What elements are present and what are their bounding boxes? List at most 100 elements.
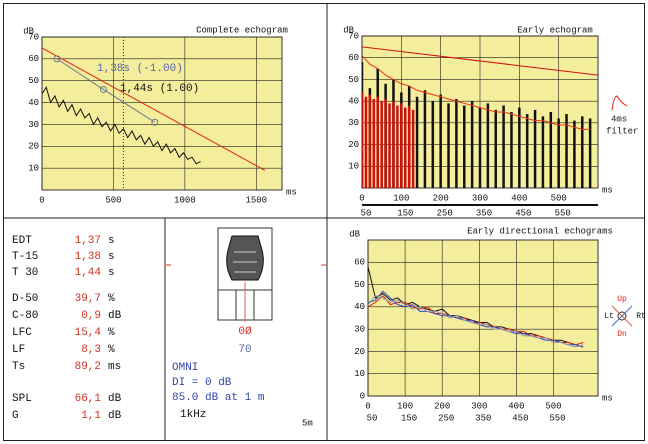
chart-title: Early echogram (517, 25, 593, 35)
filter-icon (611, 95, 628, 111)
parameter-value: 15,4 (75, 327, 102, 339)
parameter-name: C-80 (12, 310, 38, 322)
y-tick-label: 30 (28, 120, 39, 130)
level-label: 70 (238, 344, 251, 356)
x-tick-label: 100 (393, 193, 409, 203)
x2-tick-label: 450 (512, 413, 528, 423)
x-tick-label: 500 (545, 401, 561, 411)
chart-title: Complete echogram (196, 25, 288, 35)
annotation: 4ms (611, 114, 627, 124)
y-tick-label: 60 (348, 53, 359, 63)
direction-arrow (611, 305, 633, 327)
plot-data (368, 266, 584, 348)
speaker (226, 235, 264, 281)
x2-tick-label: 150 (397, 208, 413, 218)
parameter-unit: s (108, 251, 115, 263)
y-axis-label: dB (349, 229, 360, 239)
scale: 5m (302, 418, 313, 428)
x-tick-label: 400 (508, 401, 524, 411)
y-tick-label: 30 (348, 118, 359, 128)
series-line (368, 295, 584, 348)
x-tick-label: 1000 (174, 195, 196, 205)
parameter-value: 8,3 (81, 344, 101, 356)
direction-label: Up (617, 295, 627, 304)
x2-tick-label: 550 (555, 208, 571, 218)
series-line (362, 46, 598, 76)
y-tick-label: 50 (354, 280, 365, 290)
x-axis-label: ms (602, 393, 613, 403)
direction-label: Rt (636, 312, 646, 321)
parameter-unit: % (108, 327, 115, 339)
series-line (42, 86, 201, 165)
marker (53, 55, 61, 63)
x-axis-label: ms (602, 185, 613, 195)
x-tick-label: 400 (511, 193, 527, 203)
parameter-name: D-50 (12, 293, 38, 305)
source-line: OMNI (172, 362, 198, 374)
parameter-unit: s (108, 267, 115, 279)
source-diagram: 0Ø 70 OMNI DI = 0 dB 85.0 dB at 1 m 1kHz… (166, 227, 326, 428)
x-tick-label: 0 (359, 193, 364, 203)
series-line (368, 290, 584, 348)
y-tick-label: 30 (354, 325, 365, 335)
parameter-name: Ts (12, 361, 25, 373)
speaker-detail (233, 251, 257, 273)
parameter-name: G (12, 410, 19, 422)
parameter-value: 89,2 (75, 361, 101, 373)
parameter-value: 66,1 (75, 393, 102, 405)
plot-area (367, 239, 599, 397)
y-tick-label: 10 (354, 369, 365, 379)
y-tick-label: 40 (348, 97, 359, 107)
y-tick-label: 50 (348, 75, 359, 85)
x2-tick-label: 150 (401, 413, 417, 423)
direction-label: Lt (604, 312, 614, 321)
y-tick-label: 60 (354, 258, 365, 268)
chart-title: Early directional echograms (467, 226, 613, 236)
parameter-value: 1,37 (75, 235, 101, 247)
y-tick-label: 10 (348, 162, 359, 172)
x2-tick-label: 550 (549, 413, 565, 423)
chart: 0 10 20 30 40 50 60 0 100 200 300 400 500 50 150 250 350… (349, 226, 646, 423)
parameter-unit: dB (108, 310, 122, 322)
parameter-value: 39,7 (75, 293, 101, 305)
annotation: 1,38s (-1.00) (97, 63, 183, 75)
parameter-unit: dB (108, 410, 122, 422)
x2-tick-label: 350 (476, 208, 492, 218)
source-line: 85.0 dB at 1 m (172, 392, 265, 404)
marker (151, 118, 159, 126)
x-tick-label: 200 (434, 401, 450, 411)
y-tick-label: 20 (354, 347, 365, 357)
y-tick-label: 0 (360, 391, 365, 401)
x2-tick-label: 250 (437, 208, 453, 218)
parameter-name: SPL (12, 393, 32, 405)
parameter-value: 0,9 (81, 310, 101, 322)
chart: 10 20 30 40 50 60 70 0 100 200 300 400 500 50 150 250 35… (343, 25, 638, 218)
x-axis-label: ms (286, 187, 297, 197)
direction-label: Dn (617, 330, 627, 339)
x2-tick-label: 50 (367, 413, 378, 423)
marker (99, 85, 107, 93)
x-tick-label: 300 (472, 193, 488, 203)
x-tick-label: 500 (105, 195, 121, 205)
parameter-name: LF (12, 344, 25, 356)
x-tick-label: 300 (471, 401, 487, 411)
y-axis-label: dB (23, 26, 34, 36)
parameter-value: 1,1 (81, 410, 101, 422)
parameter-name: EDT (12, 235, 32, 247)
parameter-unit: s (108, 235, 115, 247)
y-tick-label: 40 (354, 302, 365, 312)
parameters: EDT 1,37 s T-15 1,38 s T 30 1,44 s D-50 39,7 % C-80 0… (12, 235, 122, 422)
y-tick-label: 70 (28, 32, 39, 42)
y-tick-label: 40 (28, 98, 39, 108)
plot-data (362, 46, 598, 188)
parameter-unit: dB (108, 393, 122, 405)
parameter-unit: % (108, 344, 115, 356)
direction-icon (611, 305, 633, 327)
y-tick-label: 10 (28, 164, 39, 174)
parameter-unit: ms (108, 361, 121, 373)
parameter-name: LFC (12, 327, 32, 339)
x2-tick-label: 450 (515, 208, 531, 218)
x-tick-label: 200 (433, 193, 449, 203)
series-line (56, 58, 156, 123)
